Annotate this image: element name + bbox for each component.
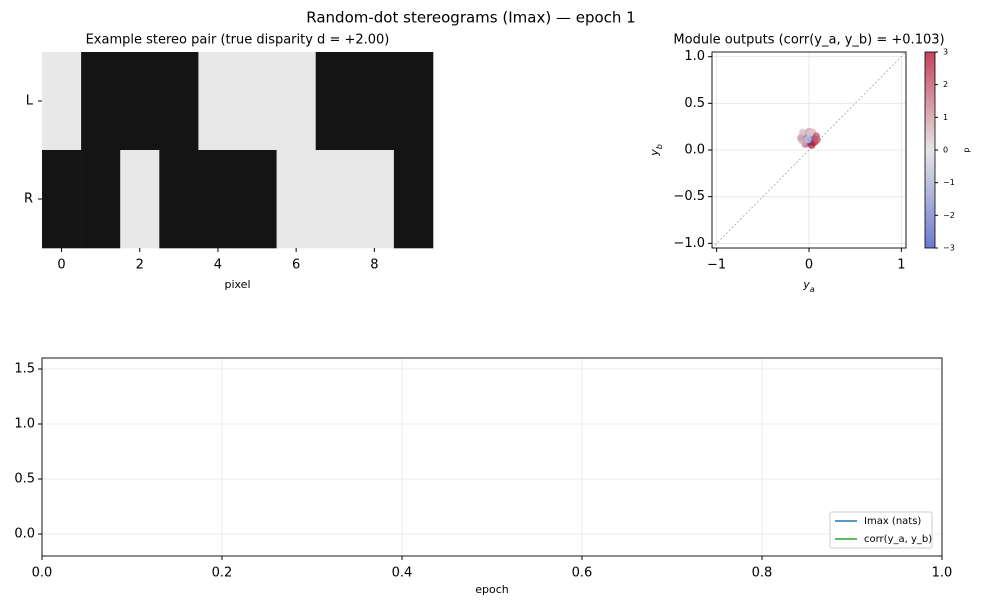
point xyxy=(813,136,821,144)
cell xyxy=(393,52,434,151)
x-tick-label: 8 xyxy=(370,258,378,273)
x-tick-label: −1 xyxy=(707,258,726,273)
axis-label: ya xyxy=(802,278,815,294)
x-tick-label: 6 xyxy=(292,258,300,273)
figure-title: Random-dot stereograms (Imax) — epoch 1 xyxy=(306,9,635,27)
cell xyxy=(237,150,277,249)
axes-frame xyxy=(711,51,907,249)
cell xyxy=(315,150,356,249)
cell xyxy=(315,52,356,151)
point xyxy=(808,141,816,149)
legend-label: corr(y_a, y_b) xyxy=(864,534,932,545)
cell xyxy=(393,150,434,249)
cell xyxy=(198,52,238,151)
axis-label-base: y xyxy=(802,278,810,291)
cell xyxy=(120,150,160,249)
x-tick-label: 0 xyxy=(57,258,65,273)
y-tick-label: 1.0 xyxy=(684,49,705,64)
cell xyxy=(42,150,82,249)
cell xyxy=(81,52,121,151)
axis-label-base: y xyxy=(648,149,661,157)
colorbar-tick-label: −1 xyxy=(943,178,955,187)
x-tick-label: 1.0 xyxy=(932,566,953,581)
x-tick-label: 0.8 xyxy=(752,566,773,581)
cell xyxy=(81,150,121,249)
y-tick-label: 0.0 xyxy=(684,143,705,158)
cell xyxy=(276,150,316,249)
colorbar-tick-label: 2 xyxy=(943,80,948,89)
cell xyxy=(120,52,160,151)
cell xyxy=(354,150,395,249)
y-tick-label: 0.0 xyxy=(14,527,35,542)
colorbar-tick-label: 3 xyxy=(943,48,948,57)
identity-line xyxy=(711,51,907,249)
x-tick-label: 0.6 xyxy=(572,566,593,581)
colorbar-tick-label: 0 xyxy=(943,146,948,155)
cell xyxy=(354,52,395,151)
colorbar-tick-label: −2 xyxy=(943,211,955,220)
x-tick-label: 1 xyxy=(897,258,905,273)
point xyxy=(798,128,807,136)
x-tick-label: 0.0 xyxy=(32,566,53,581)
y-tick-label: 0.5 xyxy=(684,96,705,111)
point xyxy=(806,129,814,137)
y-tick-label: −1.0 xyxy=(673,236,705,251)
x-axis-label: pixel xyxy=(224,278,250,291)
axis-label-sub: b xyxy=(655,144,664,149)
colorbar xyxy=(924,51,936,249)
axis-label-sub: a xyxy=(810,285,815,294)
panel-title: Module outputs (corr(y_a, y_b) = +0.103) xyxy=(673,33,944,48)
cell xyxy=(159,150,199,249)
y-tick-label: −0.5 xyxy=(673,189,705,204)
cell xyxy=(276,52,316,151)
y-tick-label: 1.0 xyxy=(14,417,35,432)
colorbar-tick-label: 1 xyxy=(943,113,948,122)
legend-label: Imax (nats) xyxy=(864,516,921,527)
x-tick-label: 0.2 xyxy=(212,566,233,581)
x-tick-label: 4 xyxy=(214,258,222,273)
point xyxy=(804,136,812,144)
y-tick-label: 0.5 xyxy=(14,472,35,487)
y-tick-label: R xyxy=(24,192,33,207)
y-tick-label: 1.5 xyxy=(14,362,35,377)
x-tick-label: 2 xyxy=(136,258,144,273)
colorbar-tick-label: −3 xyxy=(943,244,955,253)
axis-label: yb xyxy=(648,144,664,157)
colorbar-label: d xyxy=(963,147,972,152)
x-tick-label: 0.4 xyxy=(392,566,413,581)
cell xyxy=(198,150,238,249)
x-axis-label: epoch xyxy=(475,583,509,596)
axes-frame xyxy=(41,357,943,557)
cell xyxy=(159,52,199,151)
cell xyxy=(237,52,277,151)
y-tick-label: L xyxy=(26,94,34,109)
cell xyxy=(42,52,82,151)
panel-title: Example stereo pair (true disparity d = … xyxy=(86,33,390,48)
x-tick-label: 0 xyxy=(805,258,813,273)
